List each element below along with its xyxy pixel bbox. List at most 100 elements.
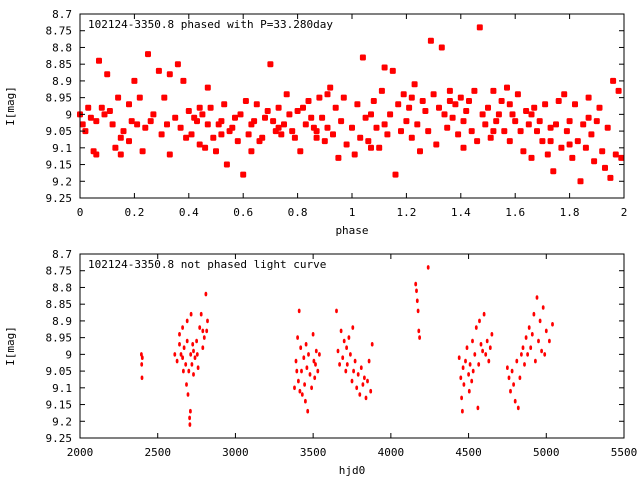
phased-data-point [414, 121, 421, 128]
phased-data-point [218, 118, 225, 125]
phased-y-tick-label: 9.1 [52, 142, 72, 155]
phased-data-point [166, 71, 173, 78]
phased-data-point [482, 121, 489, 128]
phased-data-point [536, 118, 543, 125]
unphased-data-point [304, 342, 308, 347]
phased-data-point [498, 98, 505, 104]
unphased-y-tick-label: 9 [65, 348, 72, 361]
phased-data-point [471, 87, 478, 94]
phased-data-point [117, 134, 124, 141]
phased-data-point [602, 164, 608, 171]
phased-data-point [460, 144, 467, 151]
unphased-data-point [467, 372, 470, 377]
phased-data-point [580, 121, 587, 128]
phased-data-point [207, 104, 214, 111]
phased-data-point [180, 77, 187, 84]
unphased-data-point [352, 368, 355, 374]
unphased-data-point [490, 332, 494, 337]
unphased-data-point [464, 358, 467, 364]
unphased-data-point [318, 352, 321, 357]
phased-data-point [569, 154, 576, 161]
phased-data-point [596, 104, 603, 111]
phased-chart-title: 102124-3350.8 phased with P=33.280day [88, 18, 333, 31]
phased-data-point [313, 128, 320, 135]
phased-data-point [517, 128, 524, 135]
unphased-x-tick-label: 2500 [144, 446, 171, 459]
phased-data-point [142, 124, 149, 131]
phased-data-point [381, 121, 388, 128]
phased-data-point [128, 118, 135, 125]
unphased-data-point [530, 332, 534, 337]
phased-data-point [542, 101, 549, 108]
phased-data-point [150, 111, 157, 118]
phased-data-point [126, 101, 132, 108]
unphased-data-point [293, 385, 296, 391]
unphased-data-point [529, 345, 533, 351]
phased-data-point [155, 67, 162, 74]
phased-data-point [577, 178, 584, 185]
unphased-data-point [187, 368, 191, 374]
unphased-data-point [523, 362, 526, 367]
unphased-data-point [417, 328, 421, 334]
phased-data-point [607, 174, 614, 181]
phased-data-point [417, 148, 423, 155]
unphased-data-point [196, 365, 200, 371]
unphased-data-point [178, 332, 181, 337]
unphased-data-point [302, 355, 306, 361]
unphased-data-point [192, 348, 195, 354]
unphased-y-tick-label: 8.8 [52, 281, 72, 294]
unphased-data-point [338, 362, 341, 367]
phased-data-point [572, 101, 578, 108]
phased-data-point [403, 118, 410, 125]
unphased-data-point [460, 395, 463, 401]
unphased-data-point [356, 372, 360, 377]
phased-data-point [204, 121, 211, 128]
phased-data-point [101, 111, 108, 118]
phased-data-point [531, 104, 538, 111]
unphased-data-point [310, 385, 313, 391]
phased-data-point [300, 104, 306, 111]
unphased-data-point [178, 342, 181, 347]
phased-data-point [365, 138, 372, 145]
phased-data-point [395, 101, 402, 108]
unphased-x-tick-label: 3500 [300, 446, 327, 459]
phased-data-point [324, 124, 331, 131]
phased-data-point [112, 144, 119, 151]
unphased-data-point [484, 352, 488, 357]
unphased-data-point [540, 348, 543, 354]
phased-data-point [392, 171, 399, 178]
phased-data-point [585, 94, 592, 101]
phased-data-point [234, 138, 241, 145]
phased-data-point [490, 128, 497, 135]
unphased-x-tick-label: 4500 [455, 446, 482, 459]
unphased-data-point [204, 291, 208, 297]
unphased-data-point [188, 422, 192, 427]
unphased-data-point [543, 352, 547, 357]
unphased-data-point [195, 352, 199, 357]
phased-data-point [335, 154, 342, 161]
phased-data-point [166, 151, 173, 158]
phased-x-tick-label: 2 [621, 206, 628, 219]
unphased-data-point [370, 342, 374, 347]
unphased-y-tick-label: 9.2 [52, 415, 72, 428]
phased-data-point [460, 118, 467, 125]
unphased-data-point [426, 265, 430, 270]
unphased-data-point [535, 295, 539, 300]
phased-data-point [547, 138, 554, 145]
unphased-data-point [468, 362, 472, 367]
phased-data-point [490, 87, 497, 94]
phased-data-point [400, 91, 407, 98]
unphased-data-point [311, 332, 315, 337]
phased-data-point [441, 111, 448, 118]
unphased-y-axis-label: I[mag] [4, 326, 17, 366]
phased-y-tick-label: 9.15 [46, 159, 73, 172]
phased-data-point [87, 114, 94, 121]
unphased-x-tick-label: 4000 [378, 446, 405, 459]
unphased-data-point [307, 352, 310, 357]
phased-data-point [316, 94, 323, 101]
unphased-y-tick-label: 8.9 [52, 315, 72, 328]
phased-data-point [79, 121, 86, 128]
unphased-data-point [551, 322, 554, 327]
phased-data-point [117, 151, 124, 158]
